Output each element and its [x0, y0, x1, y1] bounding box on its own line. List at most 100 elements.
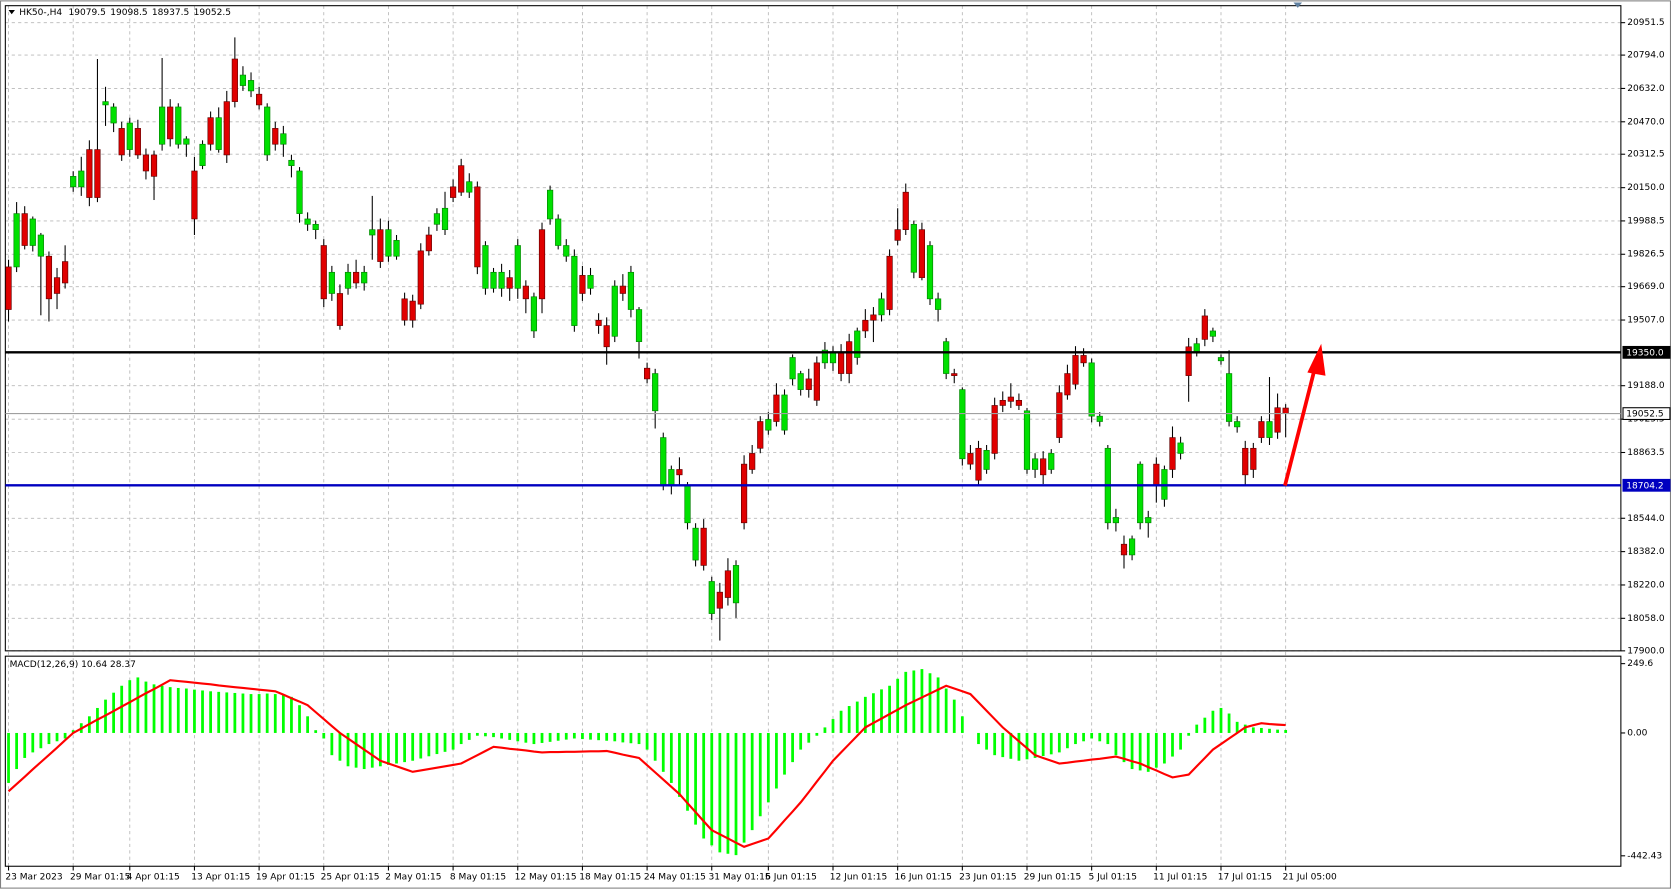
candle-body [506, 277, 513, 289]
candle-body [353, 271, 360, 284]
candle-body [1225, 373, 1233, 422]
y-tick-label: -442.43 [1627, 851, 1662, 861]
candle-body [191, 170, 198, 220]
candle-body [110, 106, 117, 124]
candle-body [385, 229, 392, 257]
signal-line [7, 679, 1286, 848]
x-tick-label: 16 Jun 01:15 [894, 872, 951, 882]
candle-body [1145, 517, 1152, 524]
candle-body [288, 159, 295, 166]
x-tick-label: 12 Jun 01:15 [830, 872, 887, 882]
candle-body [918, 229, 926, 278]
candle-body [555, 218, 562, 246]
macd-panel-frame [4, 655, 1622, 867]
symbol: HK50-,H4 [19, 8, 62, 18]
candle-body [29, 218, 36, 246]
candle-body [296, 170, 303, 214]
candle-body [417, 250, 424, 305]
candle-body [975, 447, 982, 481]
candle-body [1169, 437, 1176, 470]
candle-body [223, 101, 230, 156]
arrow-head [1307, 343, 1326, 376]
candle-body [167, 106, 174, 140]
candle-body [150, 154, 158, 177]
y-tick-label: 19988.5 [1627, 216, 1664, 226]
level-label-box [1622, 345, 1671, 359]
candle-body [280, 133, 287, 145]
candle-body [1242, 447, 1249, 476]
candle-body [991, 405, 998, 454]
candle-body [215, 117, 222, 150]
candle-body [78, 170, 85, 188]
candle-body [13, 213, 20, 268]
y-tick-label: 20312.5 [1627, 150, 1664, 160]
candle-body [740, 463, 748, 524]
collapse-triangle[interactable] [8, 9, 15, 15]
candle-body [304, 218, 311, 225]
candle-body [377, 229, 384, 262]
candle-body [514, 245, 521, 289]
candle-body [813, 362, 820, 401]
candle-body [797, 373, 804, 390]
candle-body [1112, 517, 1120, 524]
candle-body [86, 149, 93, 198]
candle-body [821, 349, 829, 364]
y-tick-label: 18382.0 [1627, 547, 1665, 557]
candle-body [1177, 442, 1184, 454]
candle-body [926, 245, 934, 300]
candle-body [134, 128, 141, 156]
candle-body [175, 106, 182, 145]
candle-body [983, 450, 990, 470]
candle-body [773, 394, 780, 422]
candle-body [660, 437, 667, 486]
candle-body [522, 285, 529, 300]
shift-marker [1293, 2, 1303, 8]
candle-body [619, 285, 626, 294]
x-tick-label: 12 May 01:15 [515, 872, 577, 882]
candle-body [466, 181, 473, 193]
candle-body [668, 469, 675, 486]
annotation-arrow [1283, 343, 1326, 487]
candle-body [409, 300, 416, 321]
candle-body [142, 154, 150, 172]
candle-body [943, 341, 950, 374]
candle-body [5, 266, 12, 310]
candle-body [635, 309, 643, 342]
candle-body [1282, 407, 1289, 414]
candle-body [45, 255, 53, 300]
y-tick-label: 19188.0 [1627, 381, 1665, 391]
candle-body [159, 106, 166, 145]
candle-body [207, 117, 214, 145]
candle-body [644, 367, 651, 380]
candle-body [563, 245, 570, 257]
candle-body [1193, 343, 1200, 353]
candle-body [256, 93, 263, 106]
x-tick-label: 23 Jun 01:15 [959, 872, 1016, 882]
candle-body [603, 325, 610, 348]
candle-body [21, 213, 28, 246]
candle-body [765, 419, 772, 431]
candle-body [951, 373, 958, 376]
candle-body [676, 469, 683, 476]
candle-body [1088, 362, 1095, 417]
candle-body [894, 229, 901, 241]
candle-body [1137, 463, 1144, 524]
candle-body [393, 240, 400, 257]
candle-body [1128, 538, 1136, 556]
candle-body [199, 143, 206, 166]
x-tick-label: 2 May 01:15 [385, 872, 441, 882]
x-tick-label: 13 Apr 01:15 [191, 872, 250, 882]
x-tick-label: 4 Apr 01:15 [127, 872, 180, 882]
x-tick-label: 5 Jul 01:15 [1088, 872, 1137, 882]
candle-body [231, 58, 238, 102]
candle-body [837, 351, 845, 374]
candle-body [902, 191, 909, 230]
candle-body [450, 186, 457, 198]
close-value: 19052.5 [194, 8, 231, 18]
candle-body [959, 389, 966, 460]
candle-body [441, 207, 449, 230]
candle-body [1048, 453, 1055, 470]
candle-body [611, 285, 618, 337]
high-value: 19098.5 [110, 8, 147, 18]
